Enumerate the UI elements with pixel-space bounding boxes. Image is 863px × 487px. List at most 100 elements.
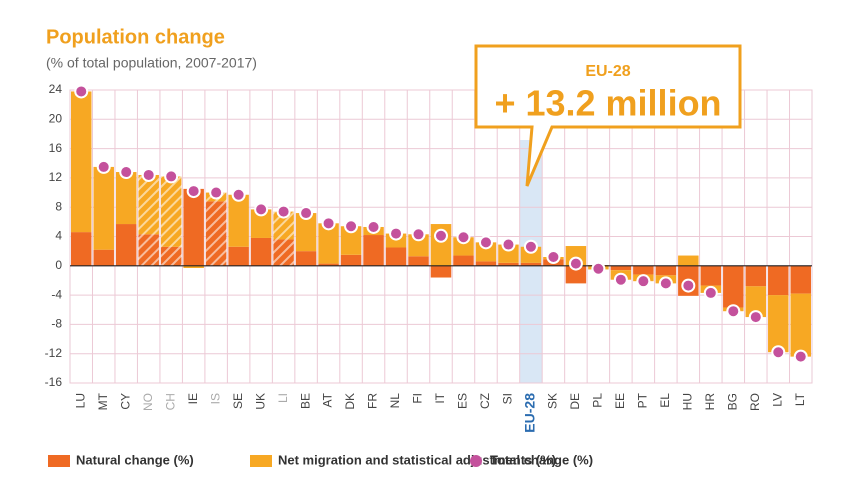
x-tick-label: CH: [163, 393, 177, 410]
total-dot: [276, 204, 291, 219]
total-dot: [636, 274, 651, 289]
x-tick-label: CZ: [478, 393, 492, 409]
bar: [273, 239, 294, 266]
callout-label: EU-28: [585, 63, 630, 80]
bar: [745, 265, 767, 287]
bar: [250, 209, 272, 238]
bar: [228, 246, 249, 266]
total-dot: [366, 219, 381, 234]
callout: EU-28 + 13.2 million: [474, 44, 742, 187]
legend-label: Net migration and statistical adjustment…: [278, 452, 556, 467]
total-dot: [411, 227, 426, 242]
bar: [318, 223, 339, 264]
bar: [93, 166, 114, 250]
x-tick-label: BG: [725, 393, 739, 410]
x-tick-label: RO: [748, 393, 762, 411]
y-tick-label: 20: [49, 111, 63, 125]
x-tick-label: PL: [591, 393, 605, 408]
x-tick-label: SK: [546, 393, 560, 409]
bar: [160, 246, 182, 266]
total-dot: [74, 84, 89, 99]
chart-title: Population change: [46, 26, 225, 48]
x-tick-label: SI: [501, 393, 515, 404]
bar: [520, 262, 542, 266]
total-dot: [501, 237, 516, 252]
bar: [93, 249, 114, 266]
bar: [430, 265, 452, 278]
bar: [273, 211, 294, 240]
total-dot: [389, 226, 404, 241]
bar: [138, 234, 159, 266]
y-tick-label: 8: [55, 199, 62, 213]
bar: [160, 176, 182, 247]
y-tick-label: -12: [45, 346, 63, 360]
bar: [745, 286, 767, 318]
total-dot: [591, 261, 606, 276]
y-tick-label: -4: [51, 287, 62, 301]
bar: [71, 91, 92, 233]
x-tick-label: HR: [703, 393, 717, 411]
total-dot: [231, 187, 246, 202]
bar: [655, 265, 677, 276]
total-dot: [748, 310, 763, 325]
total-dot: [209, 185, 224, 200]
bar: [363, 235, 384, 266]
x-tick-label: HU: [681, 393, 695, 410]
legend-swatch: [250, 455, 272, 467]
bar: [250, 237, 272, 266]
total-dot: [613, 272, 628, 287]
total-dot: [164, 169, 179, 184]
x-tick-label: DK: [343, 393, 357, 410]
x-tick-label: IS: [208, 393, 222, 404]
total-dot: [681, 278, 696, 293]
bar: [790, 265, 811, 294]
bar: [183, 265, 204, 268]
plot: -16 -12 -8 -4 0 4 8 12 16 20 24 LU MT CY NO CH IE IS SE UK L…: [45, 82, 813, 433]
total-dot: [321, 216, 336, 231]
x-tick-label: IT: [433, 392, 447, 403]
x-tick-label: FI: [411, 393, 425, 404]
bar: [295, 251, 317, 266]
y-tick-label: 16: [49, 141, 63, 155]
y-tick-label: 4: [55, 229, 62, 243]
total-dot: [546, 250, 561, 265]
callout-box: [474, 44, 742, 187]
bar: [408, 234, 429, 257]
x-tick-label: LT: [793, 392, 807, 406]
x-tick-label: LU: [73, 393, 87, 408]
x-tick-label: PT: [636, 392, 650, 408]
bar: [115, 172, 137, 225]
total-dot: [96, 159, 111, 174]
x-tick-label: MT: [96, 392, 110, 410]
y-tick-label: -8: [51, 317, 62, 331]
bar: [228, 194, 249, 247]
total-dot: [658, 276, 673, 291]
total-dot: [726, 304, 741, 319]
bar: [453, 255, 474, 266]
x-tick-label: EU-28: [522, 393, 538, 433]
bar: [768, 295, 789, 353]
callout-text: + 13.2 million: [494, 83, 721, 124]
bar: [71, 232, 92, 266]
total-dot: [186, 184, 201, 199]
total-dot: [141, 167, 156, 182]
legend-swatch: [48, 455, 70, 467]
total-dot: [344, 219, 359, 234]
bar: [295, 213, 317, 252]
x-tick-label: FR: [366, 393, 380, 409]
bar: [475, 261, 497, 266]
total-dot: [119, 165, 134, 180]
bar: [700, 265, 722, 286]
total-dot: [568, 256, 583, 271]
x-tick-label: DE: [568, 393, 582, 410]
total-dot: [523, 239, 538, 254]
total-dot: [793, 349, 808, 364]
x-tick-label: ES: [456, 393, 470, 409]
x-tick-label: LI: [276, 393, 290, 403]
total-dot: [254, 202, 269, 217]
x-tick-label: BE: [298, 393, 312, 409]
bar: [340, 254, 362, 266]
bar: [340, 226, 362, 255]
total-dot: [434, 228, 448, 243]
bar: [385, 247, 407, 266]
